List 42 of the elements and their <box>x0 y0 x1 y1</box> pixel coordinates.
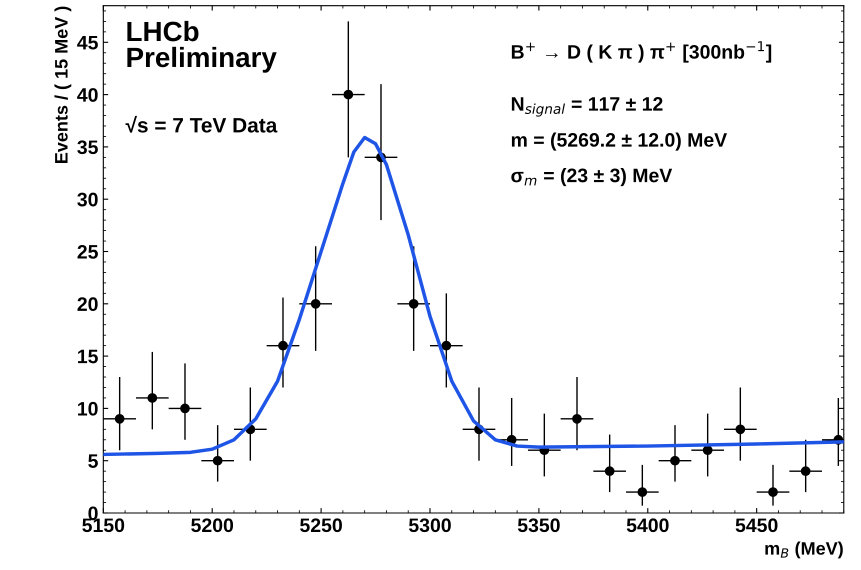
point <box>735 424 746 434</box>
y-axis-title: Events / ( 15 MeV ) <box>54 6 72 164</box>
y-tick-label: 10 <box>78 402 98 416</box>
y-tick-label: 40 <box>77 88 98 102</box>
point <box>572 414 582 424</box>
annotation: √s = 7 TeV Data <box>126 116 278 133</box>
point <box>147 393 158 403</box>
y-tick-label: 5 <box>88 454 98 468</box>
point <box>768 487 778 497</box>
point <box>114 414 125 424</box>
point <box>441 340 452 351</box>
annotation: m = (5269.2 ± 12.0) MeV <box>512 132 728 151</box>
point <box>212 456 223 466</box>
annotation: σ$_{m}$ = (23 ± 3) MeV <box>511 168 672 186</box>
point <box>408 298 419 309</box>
annotation: N$_{signal}$ = 117 ± 12 <box>512 97 663 117</box>
point <box>637 487 648 497</box>
y-tick-label: 20 <box>78 297 98 312</box>
point <box>310 298 321 309</box>
point <box>278 340 288 351</box>
x-tick-label: 5150 <box>82 518 124 532</box>
y-tick-label: 45 <box>77 36 98 50</box>
x-tick-label: 5200 <box>191 518 234 532</box>
point <box>702 445 713 456</box>
point <box>670 456 680 466</box>
x-tick-label: 5450 <box>736 518 778 532</box>
x-tick-label: 5300 <box>408 518 451 532</box>
annotation: LHCb Preliminary <box>127 20 277 73</box>
annotation: B$^{+}$ → D ( K π ) π$^{+}$ [300nb$^{−1}$] <box>512 41 772 63</box>
y-tick-label: 35 <box>77 140 98 154</box>
x-tick-label: 5400 <box>626 518 669 532</box>
y-tick-label: 25 <box>78 244 98 259</box>
point <box>604 466 615 476</box>
x-tick-label: 5250 <box>300 518 342 532</box>
y-tick-label: 30 <box>77 192 98 206</box>
x-tick-label: 5350 <box>518 518 560 532</box>
y-tick-label: 0 <box>88 506 98 520</box>
point <box>343 90 354 100</box>
point <box>800 466 811 476</box>
y-tick-label: 15 <box>78 350 98 364</box>
x-axis-title: m$_{B}$ (MeV) <box>765 542 843 558</box>
point <box>180 404 190 414</box>
